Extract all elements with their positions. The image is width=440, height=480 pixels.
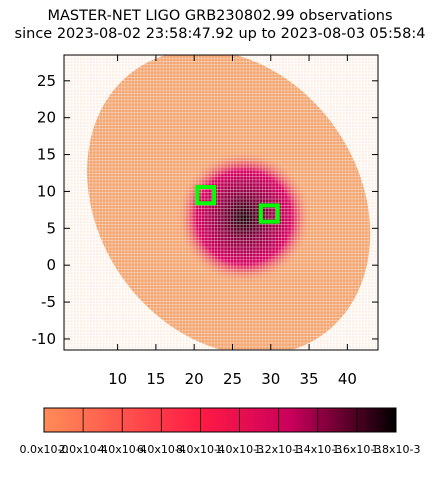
y-tick-label: 25 bbox=[37, 72, 56, 90]
x-tick-label: 10 bbox=[108, 370, 127, 388]
x-tick-label: 30 bbox=[261, 370, 280, 388]
colorbar-tick-label: 1.0x10-3 bbox=[215, 443, 264, 456]
colorbar-tick-label: 1.2x10-3 bbox=[254, 443, 303, 456]
tile-texture bbox=[64, 55, 378, 350]
y-tick-label: 0 bbox=[46, 256, 56, 274]
colorbar bbox=[43, 407, 397, 433]
x-tick-label: 20 bbox=[185, 370, 204, 388]
colorbar-tick-label: 1.6x10-3 bbox=[332, 443, 381, 456]
colorbar-tick-label: 6.0x10-4 bbox=[137, 443, 186, 456]
y-tick-label: -5 bbox=[41, 293, 56, 311]
plot-frame bbox=[63, 54, 379, 351]
x-tick-label: 15 bbox=[146, 370, 165, 388]
chart-title: MASTER-NET LIGO GRB230802.99 observation… bbox=[47, 8, 393, 24]
y-tick-label: 5 bbox=[46, 219, 56, 237]
colorbar-tick-label: 1.8x10-3 bbox=[372, 443, 421, 456]
x-tick-label: 35 bbox=[300, 370, 319, 388]
colorbar-tick-label: 0.0x10-0 bbox=[20, 443, 69, 456]
chart-subtitle: since 2023-08-02 23:58:47.92 up to 2023-… bbox=[14, 26, 426, 42]
observed-field-1 bbox=[195, 185, 217, 206]
observed-field-2 bbox=[258, 203, 280, 224]
y-tick-label: -10 bbox=[32, 330, 57, 348]
y-tick-label: 20 bbox=[37, 109, 56, 127]
colorbar-tick-label: 8.0x10-4 bbox=[176, 443, 225, 456]
x-tick-label: 40 bbox=[338, 370, 357, 388]
x-tick-label: 25 bbox=[223, 370, 242, 388]
colorbar-tick-label: 1.4x10-3 bbox=[293, 443, 342, 456]
y-tick-label: 15 bbox=[37, 146, 56, 164]
colorbar-tick-label: 2.0x10-4 bbox=[59, 443, 108, 456]
skymap-peak bbox=[176, 150, 312, 284]
y-tick-label: 10 bbox=[37, 182, 56, 200]
colorbar-tick-label: 4.0x10-4 bbox=[98, 443, 147, 456]
